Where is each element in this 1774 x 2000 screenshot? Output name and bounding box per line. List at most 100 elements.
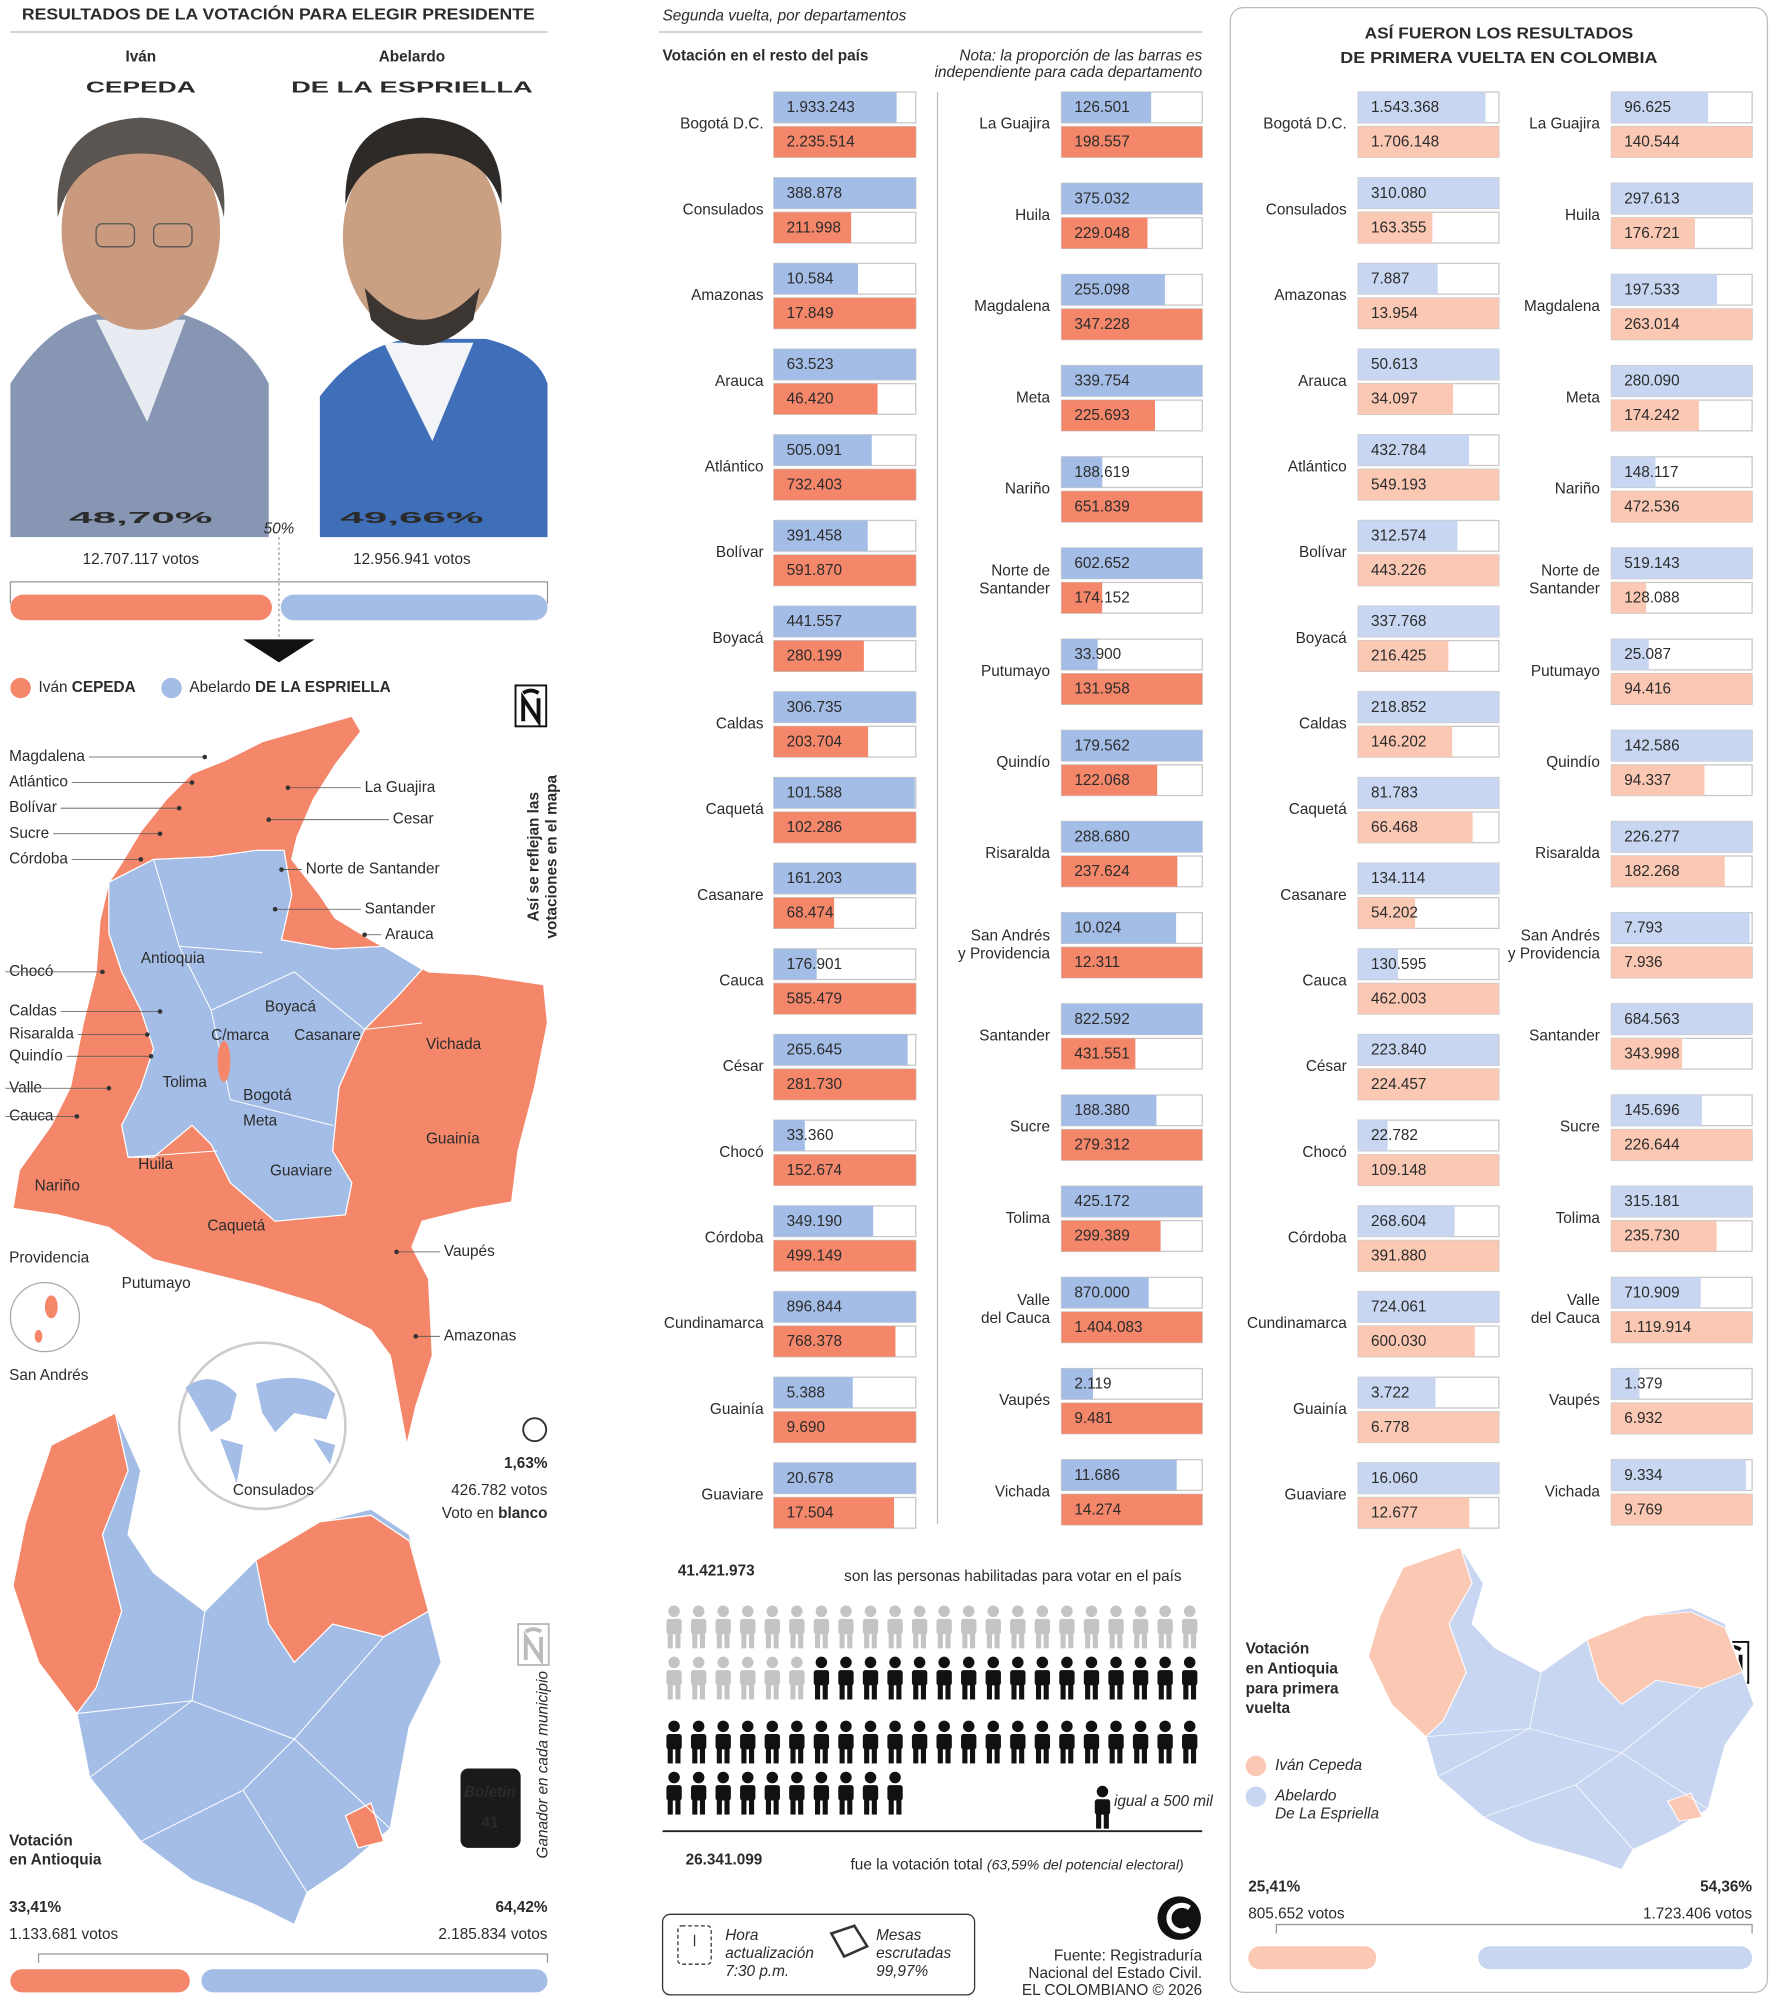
bar (1061, 547, 1203, 579)
person-icon (813, 1720, 830, 1764)
bar-value-label: 54.202 (1371, 905, 1418, 922)
bracket (9, 581, 549, 604)
person-icon (740, 1656, 756, 1700)
bar (773, 1377, 853, 1408)
bar (773, 520, 868, 552)
bar (773, 1462, 916, 1494)
department-name: Vichada (1545, 1483, 1601, 1500)
bar (1358, 520, 1458, 552)
person-leg (1085, 1632, 1091, 1649)
department-name: Chocó (719, 1144, 763, 1161)
department-name: Caldas (1299, 715, 1347, 732)
department-name: Cundinamarca (664, 1315, 764, 1332)
bar (1611, 1403, 1753, 1434)
person-head (815, 1656, 828, 1669)
bar (773, 92, 897, 123)
bar (1358, 434, 1470, 466)
department-name: Bolívar (1299, 544, 1347, 561)
bar (1061, 183, 1203, 214)
person-leg (888, 1684, 894, 1700)
bar-value-label: 2.235.514 (787, 134, 856, 151)
person-icon (813, 1605, 830, 1649)
person-leg (937, 1748, 943, 1764)
region-cepeda (1586, 1611, 1744, 1706)
person-leg (822, 1799, 828, 1815)
person-head (889, 1656, 901, 1669)
bar-value-label: 279.312 (1074, 1137, 1129, 1154)
person-icon (1010, 1720, 1026, 1764)
person-leg (1068, 1684, 1074, 1700)
bar (1611, 912, 1750, 944)
person-leg (1068, 1748, 1074, 1764)
person-head (1134, 1720, 1147, 1733)
person-leg (716, 1748, 722, 1764)
person-body (1059, 1734, 1075, 1750)
bar-value-label: 203.704 (787, 733, 843, 750)
department-name: Guainía (1293, 1401, 1347, 1418)
person-leg (790, 1799, 796, 1815)
bar (1061, 1003, 1203, 1035)
bar (773, 640, 864, 672)
hair (345, 117, 502, 205)
map-label: Quindío (9, 1047, 63, 1064)
bar-value-label: 1.119.914 (1624, 1319, 1692, 1336)
person-leg (699, 1799, 706, 1815)
person-leg (1158, 1684, 1164, 1700)
bar-value-label: 224.457 (1371, 1076, 1426, 1093)
person-head (668, 1656, 680, 1669)
person-leg (1190, 1684, 1197, 1700)
person-body (1059, 1618, 1075, 1635)
bar-value-label: 349.190 (787, 1213, 842, 1230)
department-name: Valle (1017, 1292, 1050, 1309)
person-leg (741, 1748, 747, 1764)
municipality-borders (1425, 1672, 1709, 1850)
bar-value-label: 20.678 (787, 1470, 834, 1487)
person-body (1010, 1734, 1026, 1750)
person-leg (847, 1684, 853, 1700)
person-icon (862, 1771, 879, 1815)
person-icon (1083, 1656, 1100, 1700)
candidate-votes: 12.956.941 votos (353, 551, 471, 568)
person-leg (815, 1748, 821, 1764)
person-body (1108, 1734, 1124, 1750)
person-leg (896, 1748, 902, 1764)
person-icon (789, 1605, 805, 1649)
bar (1358, 383, 1453, 415)
person-leg (667, 1632, 673, 1649)
person-leg (749, 1799, 755, 1815)
map-label: San Andrés (9, 1367, 89, 1384)
map-label: Nariño (35, 1178, 80, 1195)
bar (1358, 1291, 1499, 1323)
department-name: y Providencia (958, 945, 1050, 962)
bar-value-label: 33.900 (1074, 646, 1121, 663)
leader-dot (157, 831, 163, 837)
bar (1358, 263, 1438, 295)
department-name: Caldas (716, 715, 764, 732)
bar (773, 126, 916, 158)
bar (773, 1205, 874, 1237)
bar-value-label: 281.730 (787, 1076, 842, 1093)
person-head (717, 1771, 729, 1784)
map-label: Casanare (294, 1027, 360, 1044)
person-head (913, 1720, 926, 1733)
antioquia-pct: 25,41% (1248, 1879, 1300, 1896)
logo (514, 684, 548, 728)
person-icon (887, 1771, 903, 1815)
department-name: La Guajira (979, 116, 1050, 133)
department-borders (128, 859, 423, 1158)
bar-value-label: 1.543.368 (1371, 99, 1439, 116)
bar (1061, 217, 1148, 249)
person-leg (1158, 1632, 1164, 1649)
person-head (1036, 1605, 1049, 1618)
person-head (962, 1720, 975, 1733)
person-head (889, 1771, 901, 1784)
total-text: fue la votación total (63,59% del potenc… (851, 1856, 1184, 1873)
person-head (1110, 1720, 1122, 1733)
department-name: del Cauca (1531, 1310, 1600, 1327)
person-icon (887, 1656, 903, 1700)
person-leg (1019, 1632, 1025, 1649)
person-body (690, 1618, 707, 1635)
bar (1611, 1095, 1702, 1126)
person-leg (790, 1632, 796, 1649)
person-head (766, 1771, 779, 1784)
